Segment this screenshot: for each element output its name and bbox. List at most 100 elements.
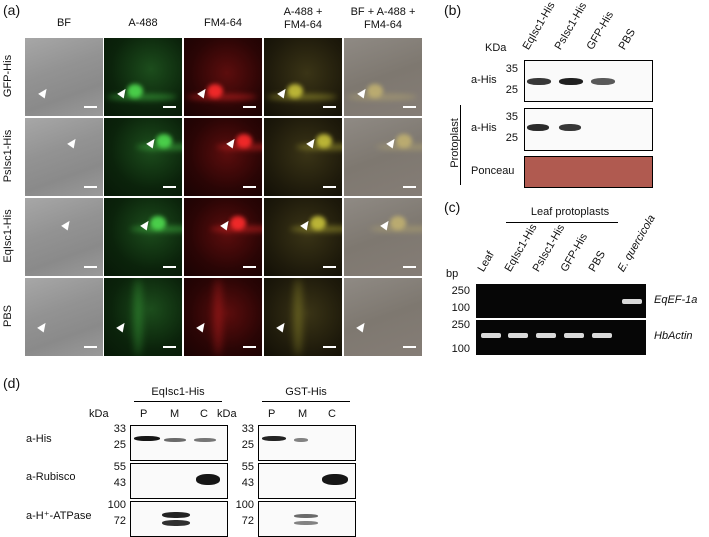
blot-2-marker: 35 (505, 111, 518, 123)
micrograph-tile (25, 38, 103, 116)
micrograph-tile (264, 38, 342, 116)
panel-b-label: (b) (444, 2, 462, 18)
blot-marker: 33 (241, 423, 254, 435)
gel-1-marker: 100 (451, 302, 470, 314)
blot-2-marker: 25 (505, 132, 518, 144)
hypha-signal (130, 226, 182, 232)
scale-bar (84, 266, 97, 268)
column-header-line: FM4-64 (364, 19, 402, 31)
arrowhead-icon (276, 320, 288, 333)
signal-spot (367, 84, 383, 98)
arrowhead-icon (67, 136, 79, 149)
blot-1-marker: 35 (505, 63, 518, 75)
blot (258, 425, 356, 461)
micrograph-tile (344, 278, 422, 356)
arrowhead-icon (61, 218, 73, 231)
scale-bar (84, 106, 97, 108)
blot-band (591, 78, 615, 85)
scale-bar (323, 346, 336, 348)
blot (130, 501, 228, 537)
lane-label: Leaf (475, 249, 497, 274)
hypha-signal (370, 226, 422, 232)
blot-band (162, 520, 190, 526)
blot-1-marker: 25 (505, 84, 518, 96)
micrograph-tile (184, 278, 262, 356)
column-header-line: A-488 (128, 17, 158, 29)
scale-bar (163, 106, 176, 108)
row-antibody: a-H⁺-ATPase (26, 510, 92, 522)
blot-band (164, 438, 186, 442)
signal-spot (316, 134, 332, 148)
group-line (134, 401, 222, 402)
blot-band (134, 436, 160, 441)
scale-bar (243, 186, 256, 188)
signal-spot (236, 134, 252, 148)
arrowhead-icon (38, 86, 50, 99)
blot-marker: 55 (113, 461, 126, 473)
arrowhead-icon (116, 320, 128, 333)
panel-c-label: (c) (444, 199, 461, 215)
group-line (506, 222, 618, 223)
scale-bar (403, 346, 416, 348)
blot-marker: 100 (107, 499, 126, 511)
scale-bar (163, 266, 176, 268)
scale-bar (323, 266, 336, 268)
row-label-3: PBS (2, 305, 14, 328)
column-header-line: BF (56, 17, 72, 29)
group-label: Leaf protoplasts (530, 206, 610, 218)
scale-bar (243, 346, 256, 348)
lane-label: M (298, 408, 308, 420)
gel-1-gene: EqEF-1a (654, 294, 698, 306)
signal-spot (127, 84, 143, 98)
blot-marker: 43 (241, 477, 254, 489)
gel-2 (476, 320, 646, 355)
blot-band (559, 124, 581, 131)
scale-bar (163, 186, 176, 188)
gel-band (564, 333, 584, 338)
blot-band (527, 124, 549, 131)
hypha-signal (290, 226, 342, 232)
row-label-1: PsIsc1-His (2, 129, 14, 183)
signal-spot (150, 216, 166, 230)
row-antibody: a-His (26, 433, 52, 445)
column-header-3: A-488 + FM4-64 (260, 6, 346, 32)
arrowhead-icon (37, 320, 49, 333)
blot-band (294, 514, 318, 518)
kda-label: kDa (89, 408, 109, 420)
column-header-line: FM4-64 (284, 19, 322, 31)
bp-label: bp (446, 268, 459, 280)
hypha-signal (214, 278, 222, 356)
scale-bar (243, 266, 256, 268)
hypha-signal (187, 94, 257, 100)
micrograph-tile (344, 38, 422, 116)
signal-spot (310, 216, 326, 230)
micrograph-tile (184, 198, 262, 276)
lane-label: PBS (616, 26, 639, 52)
lane-label: PBS (586, 248, 609, 274)
blot-band (559, 78, 583, 85)
scale-bar (323, 186, 336, 188)
column-header-2: FM4-64 (180, 17, 266, 30)
scale-bar (243, 106, 256, 108)
blot-band (262, 436, 286, 441)
protoplast-bracket (460, 105, 461, 185)
gel-2-marker: 250 (451, 319, 470, 331)
column-header-0: BF (21, 17, 107, 30)
micrograph-tile (264, 118, 342, 196)
group-line (262, 401, 350, 402)
gel-band (592, 333, 612, 338)
column-header-1: A-488 (100, 17, 186, 30)
scale-bar (403, 106, 416, 108)
blot-band (294, 521, 318, 525)
hypha-signal (294, 278, 302, 356)
blot-marker: 55 (241, 461, 254, 473)
kda-label: KDa (485, 42, 507, 54)
gel-band (622, 299, 642, 304)
micrograph-tile (104, 38, 182, 116)
blot-band (162, 512, 190, 518)
column-header-line: A-488 + (283, 6, 323, 18)
micrograph-tile (264, 198, 342, 276)
micrograph-tile (104, 278, 182, 356)
gel-band (508, 333, 528, 338)
gel-1-marker: 250 (451, 285, 470, 297)
